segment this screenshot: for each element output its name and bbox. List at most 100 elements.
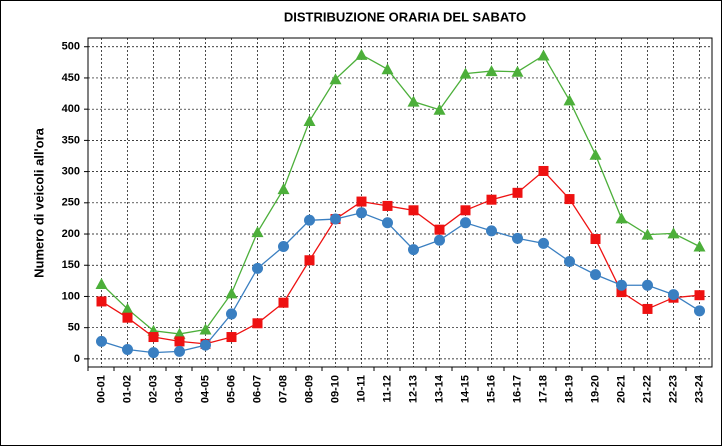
marker [226,308,237,320]
marker [356,196,367,207]
marker [694,305,705,317]
marker [122,344,133,356]
marker [433,103,446,115]
marker [434,234,445,246]
marker [122,312,133,323]
marker [616,279,627,291]
marker [173,327,186,339]
marker [615,212,628,224]
x-tick-label: 15-16 [485,375,497,403]
x-tick-label: 08-09 [303,375,315,403]
marker [667,227,680,239]
x-tick-label: 23-24 [693,374,705,403]
marker [408,205,419,216]
marker [303,115,316,127]
marker [693,240,706,252]
marker [616,287,627,298]
y-tick-label: 350 [62,134,80,146]
marker [485,65,498,77]
marker [96,335,107,347]
marker [563,94,576,106]
x-tick-label: 12-13 [407,375,419,403]
x-tick-label: 03-04 [173,374,185,403]
marker [174,345,185,357]
x-tick-label: 21-22 [641,375,653,403]
marker [408,244,419,256]
marker [226,332,237,343]
marker [174,336,185,347]
x-tick-label: 19-20 [589,375,601,403]
marker [538,237,549,249]
marker [381,63,394,75]
marker [589,148,602,160]
marker [460,217,471,229]
x-tick-label: 16-17 [511,375,523,403]
x-tick-label: 14-15 [459,375,471,403]
x-tick-label: 22-23 [667,375,679,403]
x-tick-label: 07-08 [277,375,289,403]
marker [252,318,263,329]
marker [538,165,549,176]
marker [95,277,108,289]
marker [434,224,445,235]
marker [382,200,393,211]
x-tick-label: 02-03 [147,375,159,403]
marker [329,73,342,85]
marker [148,347,159,359]
marker [642,279,653,291]
marker [277,183,290,195]
y-tick-label: 200 [62,228,80,240]
marker [512,232,523,244]
x-tick-label: 18-19 [563,375,575,403]
marker [407,95,420,107]
y-tick-label: 450 [62,72,80,84]
y-tick-label: 300 [62,166,80,178]
x-tick-label: 10-11 [355,375,367,403]
x-tick-label: 01-02 [121,375,133,403]
marker [694,290,705,301]
marker [642,303,653,314]
y-tick-label: 100 [62,290,80,302]
x-tick-label: 13-14 [433,374,445,403]
marker [330,213,341,225]
marker [278,297,289,308]
marker [304,214,315,226]
x-tick-label: 04-05 [199,375,211,403]
x-tick-label: 00-01 [95,375,107,403]
marker [225,287,238,299]
marker [355,48,368,60]
marker [641,228,654,240]
marker [512,187,523,198]
marker [278,241,289,253]
marker [304,255,315,266]
marker [200,339,211,351]
marker [382,217,393,229]
y-tick-label: 400 [62,103,80,115]
marker [590,269,601,281]
marker [460,205,471,216]
x-tick-label: 11-12 [381,375,393,403]
marker [459,67,472,79]
marker [251,226,264,238]
x-tick-label: 17-18 [537,375,549,403]
marker [121,302,134,314]
y-tick-label: 500 [62,41,80,53]
marker [590,234,601,245]
y-tick-label: 250 [62,197,80,209]
marker [148,332,159,343]
y-tick-label: 0 [74,353,80,365]
marker [199,323,212,335]
x-tick-label: 06-07 [251,375,263,403]
marker [486,225,497,237]
marker [356,207,367,219]
marker [252,262,263,274]
marker [564,194,575,205]
chart-title: DISTRIBUZIONE ORARIA DEL SABATO [284,9,526,24]
x-tick-label: 09-10 [329,375,341,403]
series-line [101,54,700,335]
marker [564,255,575,267]
y-tick-label: 150 [62,259,80,271]
x-tick-label: 05-06 [225,375,237,403]
y-axis-label: Numero di veicoli all'ora [31,127,46,278]
